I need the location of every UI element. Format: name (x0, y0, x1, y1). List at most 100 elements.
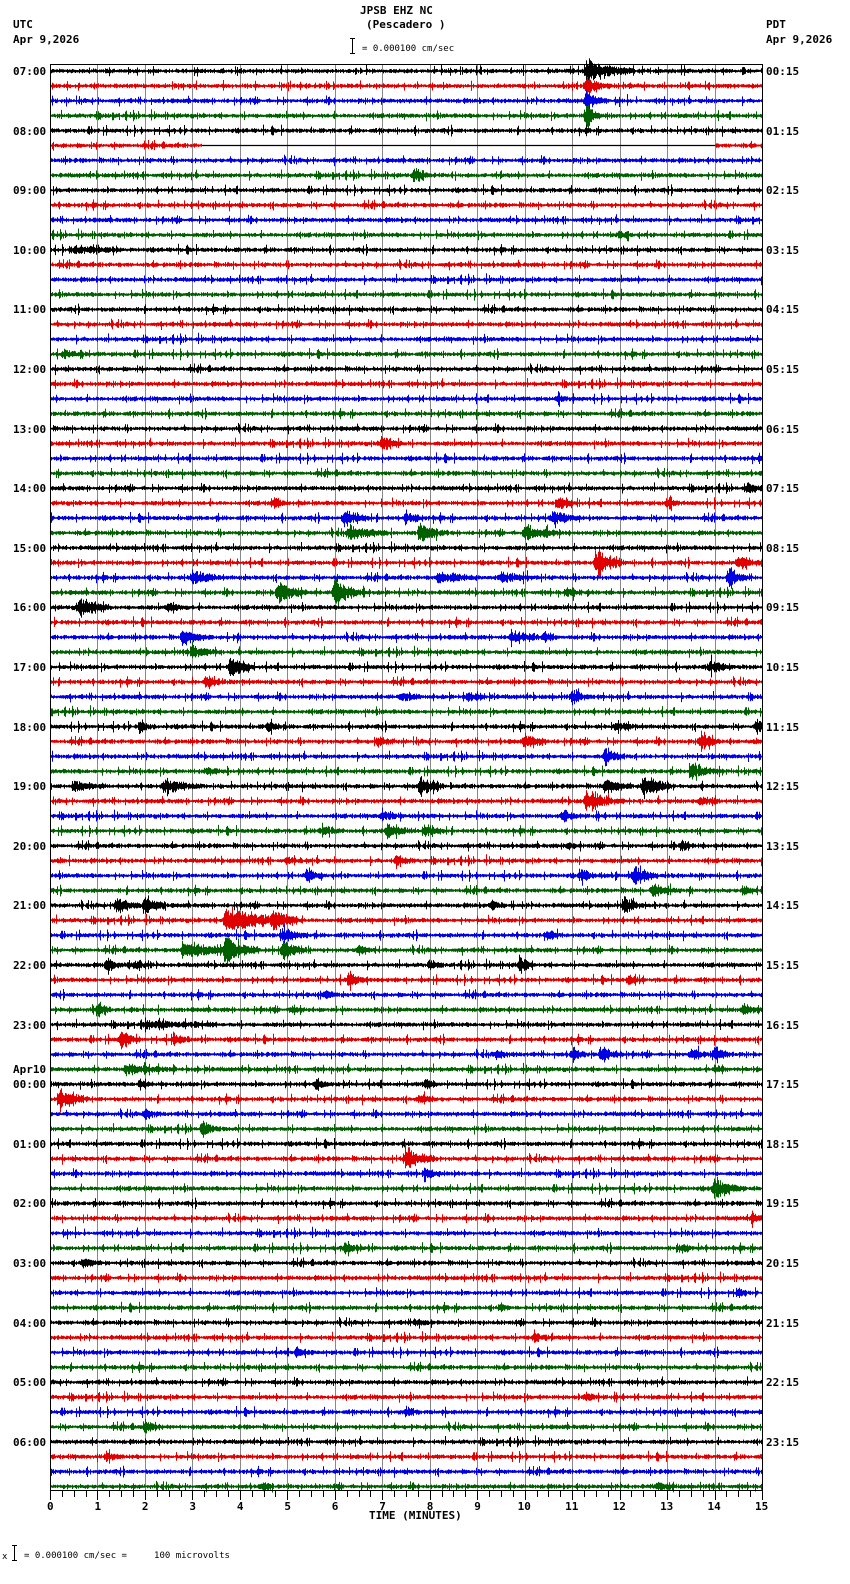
trace-46 (50, 747, 763, 767)
trace-83 (50, 1301, 763, 1314)
trace-28 (50, 482, 763, 494)
trace-22 (50, 391, 763, 407)
utc-hour-label: 10:00 (13, 243, 47, 257)
scale-label: = 0.000100 cm/sec (362, 44, 455, 54)
x-tick-label: 2 (141, 1500, 149, 1513)
trace-14 (50, 273, 763, 286)
trace-7 (50, 168, 763, 182)
trace-3 (50, 105, 763, 131)
trace-49 (50, 790, 763, 812)
trace-52 (50, 839, 763, 852)
trace-85 (50, 1329, 763, 1344)
trace-37 (50, 616, 763, 629)
pdt-hour-label: 11:15 (766, 720, 800, 734)
pdt-hour-label: 21:15 (766, 1316, 800, 1330)
trace-36 (50, 598, 763, 618)
pdt-hour-label: 02:15 (766, 184, 800, 198)
right-date: Apr 9,2026 (766, 33, 833, 46)
trace-20 (50, 363, 763, 376)
trace-54 (50, 865, 763, 886)
trace-45 (50, 730, 763, 752)
pdt-hour-label: 20:15 (766, 1257, 800, 1270)
utc-hour-label: 15:00 (13, 541, 47, 555)
trace-43 (50, 705, 763, 718)
utc-hour-label: 22:00 (13, 959, 47, 972)
pdt-hour-label: 18:15 (766, 1137, 800, 1151)
pdt-hour-label: 16:15 (766, 1018, 800, 1032)
trace-63 (50, 1001, 763, 1018)
station-title: JPSB EHZ NC (360, 4, 433, 17)
trace-41 (50, 675, 763, 690)
footer-scale-prefix: x (2, 1552, 8, 1562)
trace-8 (50, 184, 763, 197)
trace-62 (50, 989, 763, 1001)
trace-30 (50, 509, 763, 529)
date-change-label: Apr10 (13, 1063, 47, 1077)
trace-15 (50, 288, 763, 301)
trace-90 (50, 1405, 763, 1419)
utc-hour-label: 20:00 (13, 839, 47, 853)
pdt-hour-label: 00:15 (766, 65, 800, 78)
trace-89 (50, 1390, 763, 1403)
x-tick-label: 12 (612, 1500, 626, 1513)
pdt-hour-label: 07:15 (766, 482, 800, 496)
trace-34 (50, 567, 763, 589)
trace-61 (50, 970, 763, 991)
trace-50 (50, 807, 763, 823)
utc-hour-label: 16:00 (13, 601, 47, 615)
trace-2 (50, 90, 763, 110)
trace-48 (50, 776, 763, 800)
trace-59 (50, 937, 763, 966)
x-tick-label: 3 (189, 1500, 197, 1513)
pdt-hour-label: 14:15 (766, 899, 800, 913)
pdt-hour-label: 23:15 (766, 1435, 800, 1449)
trace-81 (50, 1271, 763, 1284)
right-timezone: PDT (766, 18, 786, 31)
left-timezone: UTC (13, 18, 33, 31)
utc-hour-label: 12:00 (13, 363, 47, 376)
trace-23 (50, 407, 763, 420)
trace-39 (50, 641, 763, 659)
trace-67 (50, 1062, 763, 1077)
utc-hour-label: 00:00 (13, 1078, 47, 1092)
trace-94 (50, 1465, 763, 1478)
trace-4 (50, 124, 763, 137)
trace-93 (50, 1449, 763, 1464)
trace-84 (50, 1317, 763, 1329)
pdt-hour-label: 10:15 (766, 661, 800, 674)
utc-hour-label: 01:00 (13, 1137, 47, 1151)
trace-18 (50, 332, 763, 345)
utc-hour-label: 18:00 (13, 720, 47, 734)
trace-60 (50, 954, 763, 975)
utc-hour-label: 03:00 (13, 1257, 47, 1270)
trace-17 (50, 318, 763, 330)
trace-55 (50, 883, 763, 897)
trace-32 (50, 541, 763, 554)
x-tick-label: 10 (517, 1500, 531, 1513)
utc-hour-label: 11:00 (13, 303, 47, 317)
scale-bar-icon (349, 38, 356, 54)
trace-33 (50, 549, 763, 577)
x-tick-label: 14 (707, 1500, 721, 1513)
footer-scale-label: = 0.000100 cm/sec = 100 microvolts (24, 1551, 230, 1561)
utc-hour-label: 04:00 (13, 1316, 47, 1330)
left-date: Apr 9,2026 (13, 33, 80, 46)
trace-35 (50, 578, 763, 607)
x-tick-label: 15 (755, 1500, 769, 1513)
footer-scale-bar-icon (11, 1545, 18, 1561)
trace-64 (50, 1017, 763, 1033)
x-tick-label: 4 (236, 1500, 244, 1513)
trace-71 (50, 1120, 763, 1138)
trace-6 (50, 154, 763, 167)
pdt-hour-label: 19:15 (766, 1197, 800, 1211)
trace-56 (50, 895, 763, 914)
x-tick-label: 0 (47, 1500, 54, 1513)
utc-hour-label: 07:00 (13, 65, 47, 78)
trace-79 (50, 1241, 763, 1257)
trace-13 (50, 259, 763, 271)
trace-70 (50, 1108, 763, 1120)
x-axis-label: TIME (MINUTES) (369, 1509, 462, 1522)
utc-hour-label: 06:00 (13, 1435, 47, 1449)
trace-9 (50, 199, 763, 212)
trace-31 (50, 522, 763, 542)
